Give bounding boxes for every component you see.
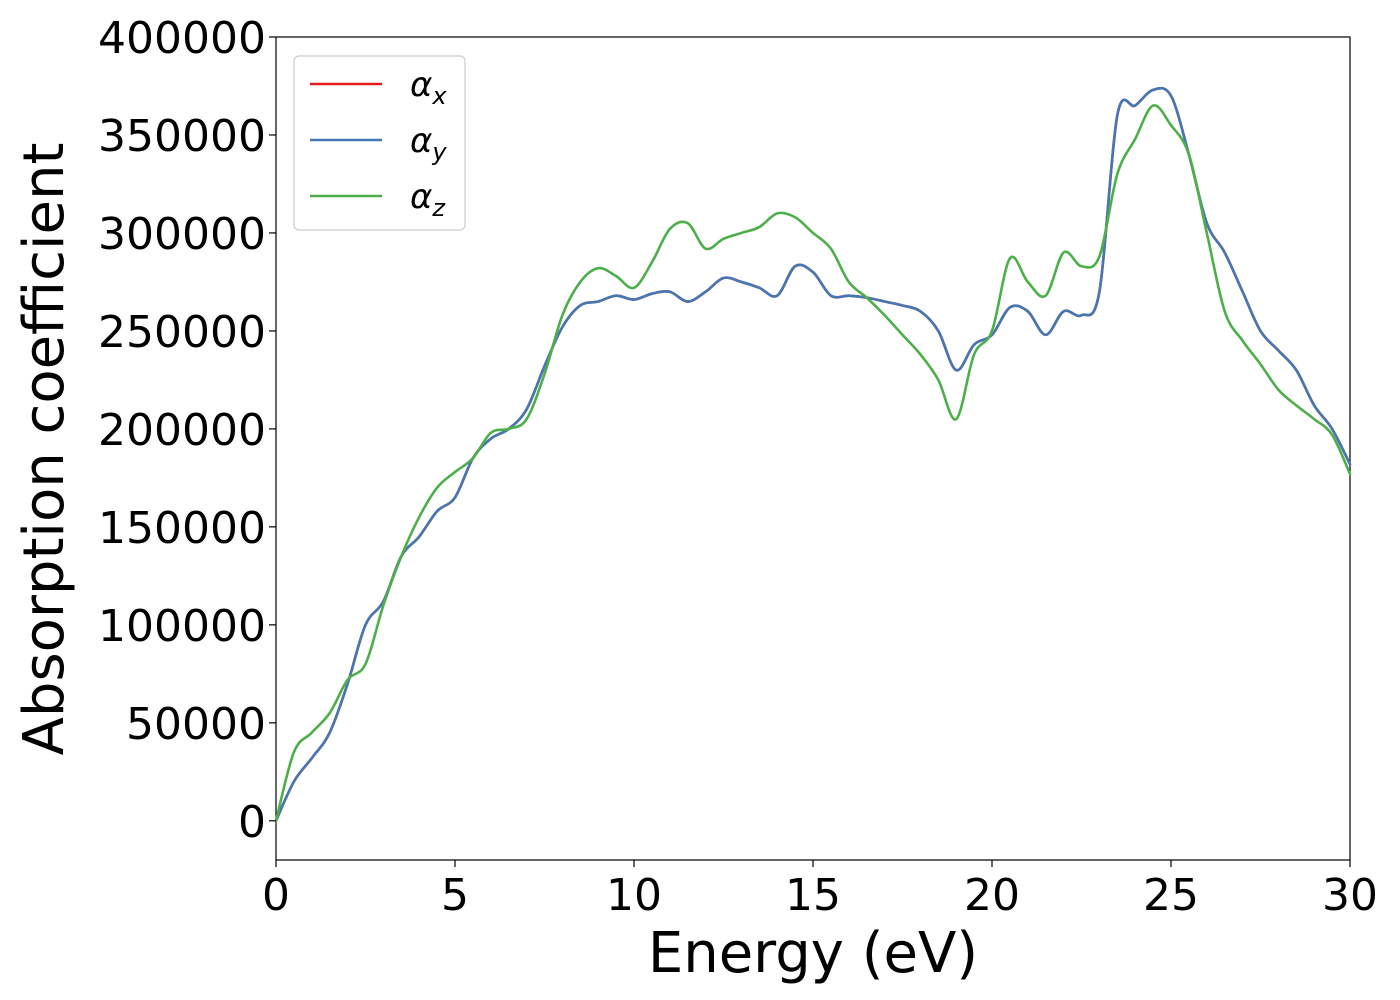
legend-label-base: α xyxy=(410,121,432,161)
y-tick-label: 200000 xyxy=(98,405,266,456)
x-tick-label: 25 xyxy=(1143,870,1199,921)
y-tick-label: 100000 xyxy=(98,601,266,652)
y-tick-label: 300000 xyxy=(98,209,266,260)
legend-label-base: α xyxy=(410,65,432,105)
legend-label-subscript: x xyxy=(431,82,447,110)
y-tick-label: 0 xyxy=(238,797,266,848)
legend-label-y: αy xyxy=(410,121,447,166)
x-tick-label: 0 xyxy=(262,870,290,921)
y-tick-label: 50000 xyxy=(126,699,266,750)
legend-label-base: α xyxy=(410,177,432,217)
legend-label-z: αz xyxy=(410,177,446,222)
y-axis-label: Absorption coefficient xyxy=(12,143,77,756)
legend-box xyxy=(293,55,466,231)
y-tick-label: 150000 xyxy=(98,503,266,554)
series-layer xyxy=(274,86,1352,823)
legend-label-x: αx xyxy=(410,65,447,110)
x-axis-ticks: 0 5 10 15 20 25 30 xyxy=(262,860,1378,921)
x-tick-label: 15 xyxy=(785,870,841,921)
legend-label-subscript: z xyxy=(431,194,446,222)
x-tick-label: 10 xyxy=(606,870,662,921)
x-tick-label: 5 xyxy=(441,870,469,921)
legend-label-subscript: y xyxy=(431,138,447,166)
y-tick-label: 250000 xyxy=(98,307,266,358)
y-tick-label: 350000 xyxy=(98,111,266,162)
x-tick-label: 20 xyxy=(964,870,1020,921)
y-tick-label: 400000 xyxy=(98,13,266,64)
series-line-y xyxy=(274,86,1352,823)
x-axis-label: Energy (eV) xyxy=(648,921,978,986)
series-line-z xyxy=(274,104,1352,823)
x-tick-label: 30 xyxy=(1322,870,1378,921)
y-axis-ticks: 0 50000 100000 150000 200000 250000 300000 3500… xyxy=(98,13,276,848)
